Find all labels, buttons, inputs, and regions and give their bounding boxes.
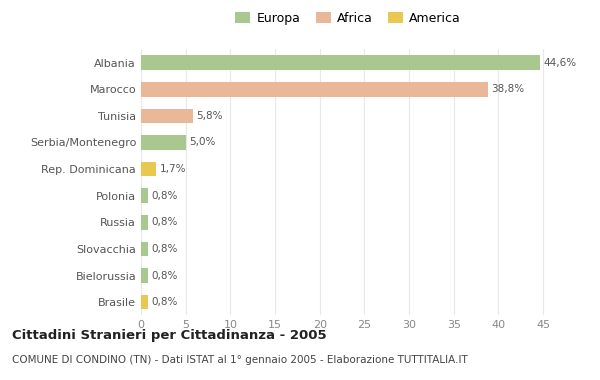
Legend: Europa, Africa, America: Europa, Africa, America [232, 8, 464, 28]
Bar [141, 55, 539, 70]
Bar [141, 295, 148, 309]
Text: 0,8%: 0,8% [152, 271, 178, 280]
Bar [141, 135, 185, 150]
Bar [141, 188, 148, 203]
Bar [141, 82, 488, 97]
Text: 0,8%: 0,8% [152, 191, 178, 201]
Bar [141, 215, 148, 230]
Text: 44,6%: 44,6% [543, 58, 576, 68]
Text: 1,7%: 1,7% [160, 164, 186, 174]
Bar [141, 109, 193, 123]
Text: Cittadini Stranieri per Cittadinanza - 2005: Cittadini Stranieri per Cittadinanza - 2… [12, 329, 326, 342]
Bar [141, 162, 156, 176]
Text: 0,8%: 0,8% [152, 217, 178, 227]
Text: 38,8%: 38,8% [491, 84, 524, 94]
Text: 5,8%: 5,8% [196, 111, 223, 121]
Text: COMUNE DI CONDINO (TN) - Dati ISTAT al 1° gennaio 2005 - Elaborazione TUTTITALIA: COMUNE DI CONDINO (TN) - Dati ISTAT al 1… [12, 355, 468, 365]
Text: 0,8%: 0,8% [152, 297, 178, 307]
Bar [141, 242, 148, 256]
Bar [141, 268, 148, 283]
Text: 5,0%: 5,0% [189, 138, 215, 147]
Text: 0,8%: 0,8% [152, 244, 178, 254]
